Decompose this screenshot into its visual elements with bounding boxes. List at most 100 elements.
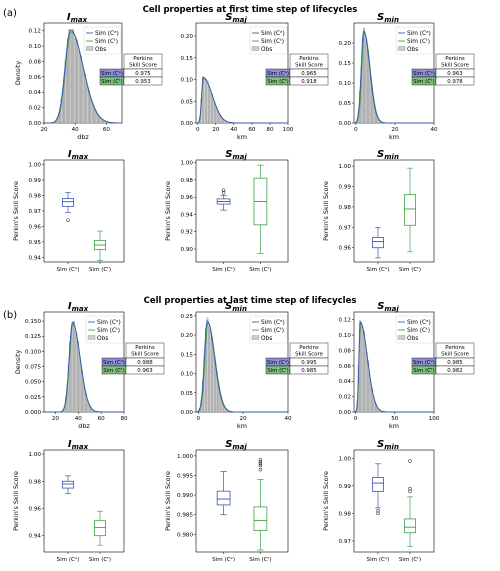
- chart-title-subscript: maj: [384, 305, 399, 313]
- box-iqr: [62, 480, 75, 489]
- y-tick-label: 0.10: [339, 81, 352, 87]
- y-tick-label: 0.97: [339, 539, 352, 545]
- x-tick-label: 20: [240, 416, 248, 422]
- skill-table-value-cell: [435, 365, 475, 375]
- y-tick-label: 0.98: [181, 178, 194, 184]
- chart-a-box-Imax: Imax 0.94 0.95 0.96 0.97 0.98 0.99 1.00 Perkin's…: [12, 149, 125, 273]
- obs-bar: [74, 331, 77, 413]
- legend-label-sim-ct: Sim (Cᵗ): [261, 38, 284, 45]
- skill-table-header: Skill Score: [295, 63, 324, 69]
- x-tick-label: Sim (Cᵗ): [399, 266, 421, 273]
- y-tick-label: 0.90: [181, 247, 194, 253]
- y-tick-label: 0.050: [25, 380, 41, 386]
- chart-title-subscript: min: [384, 153, 399, 161]
- y-tick-label: 0.98: [29, 479, 42, 485]
- obs-bar: [211, 337, 213, 413]
- y-tick-label: 0.99: [29, 178, 42, 184]
- y-tick-label: 1.00: [339, 456, 352, 462]
- obs-bar: [78, 51, 81, 124]
- chart-title: Imax: [68, 301, 89, 313]
- x-tick-label: 20: [40, 127, 48, 133]
- y-tick-label: 0.96: [181, 195, 194, 201]
- obs-bar: [71, 321, 74, 413]
- obs-bar: [73, 37, 76, 124]
- chart-title: Smaj: [225, 149, 247, 161]
- obs-bar: [90, 99, 93, 124]
- skill-value-sim-ct: 0.978: [447, 79, 463, 85]
- skill-table-row-label: Sim (Cᵉ): [103, 360, 125, 366]
- y-tick-label: 0.20: [339, 41, 352, 47]
- y-tick-label: 0.02: [339, 395, 351, 401]
- skill-value-sim-ct: 0.963: [137, 368, 152, 374]
- x-tick-label: 0: [196, 127, 200, 133]
- y-tick-label: 0.125: [25, 334, 41, 340]
- y-axis-label: Perkin's Skill Score: [164, 471, 172, 531]
- obs-bar: [78, 354, 81, 413]
- obs-bar: [206, 80, 209, 124]
- legend-swatch-obs: [397, 335, 406, 340]
- y-tick-label: 0.985: [177, 513, 193, 519]
- sim-ce-line: [44, 321, 124, 413]
- x-tick-label: 20: [391, 127, 399, 133]
- y-tick-label: 0.02: [29, 106, 41, 112]
- y-tick-label: 0.15: [181, 352, 194, 358]
- skill-value-sim-ct: 0.982: [447, 368, 462, 374]
- y-tick-label: 0.99: [339, 185, 352, 191]
- y-tick-label: 0.150: [25, 319, 41, 325]
- y-tick-label: 0.995: [177, 474, 193, 480]
- x-tick-label: Sim (Cᵗ): [249, 556, 271, 563]
- y-tick-label: 0.10: [339, 333, 352, 339]
- y-tick-label: 0.00: [339, 121, 352, 127]
- y-tick-label: 0.98: [339, 205, 352, 211]
- legend-swatch-obs: [85, 46, 94, 51]
- y-tick-label: 1.00: [181, 161, 194, 167]
- chart-title-subscript: max: [72, 305, 89, 313]
- skill-table-header: Perkins: [133, 56, 153, 62]
- chart-b-box-Imax: Imax 0.94 0.96 0.98 1.00 Perkin's Skill Score…: [12, 439, 125, 563]
- y-tick-label: 0.20: [181, 34, 194, 40]
- x-axis-label: dbz: [77, 133, 89, 141]
- skill-table-row-label: Sim (Cᵗ): [413, 78, 434, 85]
- legend-label-sim-ce: Sim (Cᵉ): [95, 31, 119, 37]
- y-tick-label: 1.00: [29, 452, 42, 458]
- y-tick-label: 0.08: [29, 59, 42, 65]
- y-tick-label: 0.05: [181, 99, 194, 105]
- skill-value-sim-ce: 0.965: [301, 71, 316, 77]
- obs-bar: [364, 37, 367, 124]
- legend-label-obs: Obs: [95, 47, 106, 53]
- y-axis-label: Perkin's Skill Score: [322, 471, 330, 531]
- y-axis-label: Perkin's Skill Score: [12, 181, 20, 241]
- x-tick-label: 60: [248, 127, 256, 133]
- obs-bar: [82, 69, 85, 124]
- y-axis-label: Density: [14, 61, 22, 86]
- legend-label-sim-ct: Sim (Cᵗ): [95, 38, 118, 45]
- obs-bar: [363, 330, 365, 413]
- x-tick-label: 20: [52, 416, 60, 422]
- y-tick-label: 0.95: [29, 240, 42, 246]
- y-tick-label: 0.92: [181, 230, 193, 236]
- x-tick-label: 80: [266, 127, 274, 133]
- skill-table-row-label: Sim (Cᵉ): [413, 360, 435, 366]
- y-tick-label: 0.00: [181, 121, 194, 127]
- y-tick-label: 0.96: [29, 224, 42, 230]
- y-tick-label: 0.06: [339, 364, 352, 370]
- sim-ce-line: [195, 320, 288, 413]
- skill-table-header: Perkins: [135, 345, 155, 351]
- y-tick-label: 0.98: [339, 511, 352, 517]
- x-tick-label: 0: [196, 416, 200, 422]
- y-tick-label: 0.06: [29, 75, 42, 81]
- obs-bar: [209, 329, 212, 413]
- legend-label-sim-ce: Sim (Cᵉ): [97, 320, 121, 326]
- skill-value-sim-ce: 0.995: [301, 360, 316, 366]
- legend-label-sim-ct: Sim (Cᵗ): [261, 327, 284, 334]
- axes-frame: [353, 449, 435, 553]
- obs-bar: [208, 326, 210, 413]
- y-tick-label: 0.97: [29, 209, 42, 215]
- legend-label-sim-ct: Sim (Cᵗ): [407, 327, 430, 334]
- panel-label-a: (a): [3, 8, 17, 19]
- box-flier: [258, 461, 263, 466]
- x-tick-label: Sim (Cᵉ): [57, 267, 80, 273]
- obs-bar: [86, 85, 89, 124]
- y-tick-label: 0.980: [177, 532, 193, 538]
